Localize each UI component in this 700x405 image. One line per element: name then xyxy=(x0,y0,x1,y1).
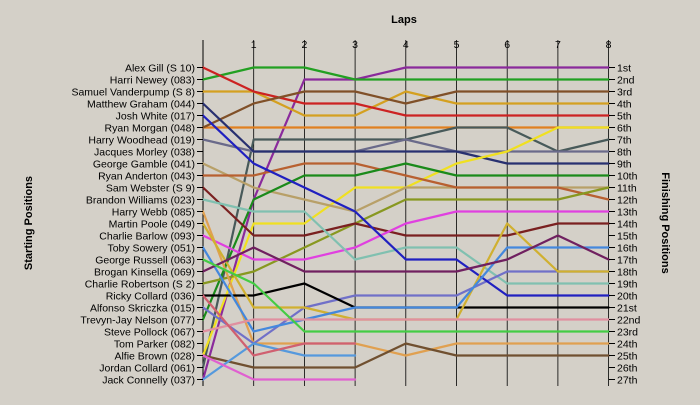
finish-label: 23rd xyxy=(617,326,638,338)
finish-label: 12th xyxy=(617,194,638,206)
finish-label: 17th xyxy=(617,254,638,266)
driver-label: Trevyn-Jay Nelson (077) xyxy=(80,314,195,326)
finish-label: 25th xyxy=(617,350,638,362)
x-tick-labels: 1 2 3 4 5 6 7 8 xyxy=(251,39,612,51)
finishing-position-labels: 1st2nd3rd4th5th6th7th8th9th10th11th12th1… xyxy=(609,62,641,386)
x-tick-label: 7 xyxy=(555,39,561,51)
driver-label: Jacques Morley (038) xyxy=(94,146,195,158)
finish-label: 14th xyxy=(617,218,638,230)
finish-label: 1st xyxy=(617,62,631,74)
series-line xyxy=(201,210,610,261)
x-tick-label: 4 xyxy=(403,39,409,51)
x-tick-label: 2 xyxy=(301,39,307,51)
x-tick-label: 1 xyxy=(251,39,257,51)
driver-label: Toby Sowery (051) xyxy=(107,242,195,254)
driver-label: Ryan Morgan (048) xyxy=(105,122,195,134)
driver-label: Josh White (017) xyxy=(116,110,195,122)
series-line xyxy=(201,66,610,381)
finish-label: 4th xyxy=(617,98,632,110)
driver-label: Ryan Anderton (043) xyxy=(98,170,195,182)
driver-label: Jordan Collard (061) xyxy=(99,362,195,374)
finish-label: 6th xyxy=(617,122,632,134)
driver-label: Matthew Graham (044) xyxy=(87,98,195,110)
chart-title: Laps xyxy=(391,14,417,26)
driver-label: Martin Poole (049) xyxy=(109,218,195,230)
x-tick-label: 8 xyxy=(606,39,612,51)
driver-label: Charlie Robertson (S 2) xyxy=(85,278,195,290)
finish-label: 24th xyxy=(617,338,638,350)
driver-label: Harry Webb (085) xyxy=(112,206,195,218)
driver-label: Alfonso Skriczka (015) xyxy=(90,302,195,314)
finish-label: 7th xyxy=(617,134,632,146)
finish-label: 13th xyxy=(617,206,638,218)
series-line xyxy=(201,294,357,357)
series-line xyxy=(201,354,357,381)
finish-label: 21st xyxy=(617,302,637,314)
series-line xyxy=(201,186,610,237)
driver-label: Harry Woodhead (019) xyxy=(88,134,195,146)
series-line xyxy=(201,270,610,345)
y-axis-label-right: Finishing Positions xyxy=(659,172,671,273)
driver-label: Brogan Kinsella (069) xyxy=(94,266,195,278)
finish-label: 19th xyxy=(617,278,638,290)
driver-label: Samuel Vanderpump (S 8) xyxy=(71,86,195,98)
driver-label: Charlie Barlow (093) xyxy=(99,230,195,242)
series-line xyxy=(201,114,610,297)
finish-label: 18th xyxy=(617,266,638,278)
finish-label: 15th xyxy=(617,230,638,242)
x-tick-label: 3 xyxy=(352,39,358,51)
series-line xyxy=(201,210,610,357)
finish-label: 9th xyxy=(617,158,632,170)
series-line xyxy=(201,90,610,129)
driver-label: Brandon Williams (023) xyxy=(86,194,195,206)
driver-label: George Russell (063) xyxy=(95,254,195,266)
driver-label: Ricky Collard (036) xyxy=(106,290,195,302)
driver-label: Harri Newey (083) xyxy=(110,74,195,86)
finish-label: 22nd xyxy=(617,314,641,326)
series-line xyxy=(201,258,610,333)
series-line xyxy=(201,102,610,165)
series-line xyxy=(201,318,610,333)
series-line xyxy=(201,162,610,321)
series-line xyxy=(201,198,610,285)
driver-label: Alfie Brown (028) xyxy=(114,350,195,362)
series-lines xyxy=(201,66,610,381)
series-line xyxy=(201,342,610,369)
finish-label: 2nd xyxy=(617,74,635,86)
finish-label: 27th xyxy=(617,374,638,386)
driver-label: Sam Webster (S 9) xyxy=(106,182,195,194)
finish-label: 3rd xyxy=(617,86,632,98)
driver-label: Alex Gill (S 10) xyxy=(125,62,195,74)
finish-label: 8th xyxy=(617,146,632,158)
finish-label: 16th xyxy=(617,242,638,254)
finish-label: 11th xyxy=(617,182,637,194)
x-tick-label: 6 xyxy=(504,39,510,51)
y-axis-label-left: Starting Positions xyxy=(23,176,35,270)
finish-label: 26th xyxy=(617,362,638,374)
series-line xyxy=(201,66,610,117)
driver-label: George Gamble (041) xyxy=(93,158,195,170)
series-line xyxy=(201,234,610,273)
x-tick-label: 5 xyxy=(454,39,460,51)
finish-label: 5th xyxy=(617,110,632,122)
series-line xyxy=(201,246,610,333)
series-line xyxy=(201,186,610,285)
driver-label: Steve Pollock (067) xyxy=(104,326,195,338)
series-line xyxy=(201,66,610,81)
driver-label: Tom Parker (082) xyxy=(114,338,195,350)
driver-label: Jack Connelly (037) xyxy=(102,374,195,386)
finish-label: 10th xyxy=(617,170,638,182)
finish-label: 20th xyxy=(617,290,638,302)
driver-labels: Alex Gill (S 10)Harri Newey (083)Samuel … xyxy=(71,62,203,386)
